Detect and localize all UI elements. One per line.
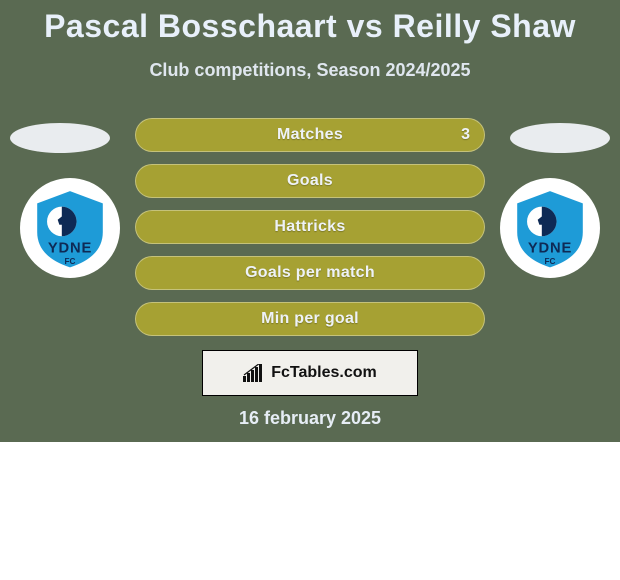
stat-label: Matches xyxy=(277,126,343,144)
stat-row-goals-per-match: Goals per match xyxy=(135,256,485,290)
player-right-club-badge: YDNE FC xyxy=(500,178,600,278)
stat-label: Min per goal xyxy=(261,310,359,328)
stats-bar-group: Matches 3 Goals Hattricks Goals per matc… xyxy=(135,118,485,348)
player-left-club-badge: YDNE FC xyxy=(20,178,120,278)
bar-chart-icon xyxy=(243,364,265,382)
footer-date: 16 february 2025 xyxy=(0,408,620,429)
page-title: Pascal Bosschaart vs Reilly Shaw xyxy=(0,8,620,45)
player-left-avatar xyxy=(10,123,110,153)
svg-text:FC: FC xyxy=(65,257,76,266)
stat-row-hattricks: Hattricks xyxy=(135,210,485,244)
branding-box: FcTables.com xyxy=(202,350,418,396)
stat-label: Goals xyxy=(287,172,333,190)
page-subtitle: Club competitions, Season 2024/2025 xyxy=(0,60,620,81)
stat-row-min-per-goal: Min per goal xyxy=(135,302,485,336)
stat-label: Goals per match xyxy=(245,264,375,282)
stat-row-matches: Matches 3 xyxy=(135,118,485,152)
club-badge-icon: YDNE FC xyxy=(509,187,591,269)
blank-region xyxy=(0,442,620,580)
player-right-avatar xyxy=(510,123,610,153)
stat-value-right: 3 xyxy=(461,126,470,144)
club-badge-icon: YDNE FC xyxy=(29,187,111,269)
stat-row-goals: Goals xyxy=(135,164,485,198)
branding-text: FcTables.com xyxy=(271,364,377,382)
svg-text:FC: FC xyxy=(545,257,556,266)
stat-label: Hattricks xyxy=(274,218,345,236)
svg-text:YDNE: YDNE xyxy=(48,241,92,257)
svg-text:YDNE: YDNE xyxy=(528,241,572,257)
